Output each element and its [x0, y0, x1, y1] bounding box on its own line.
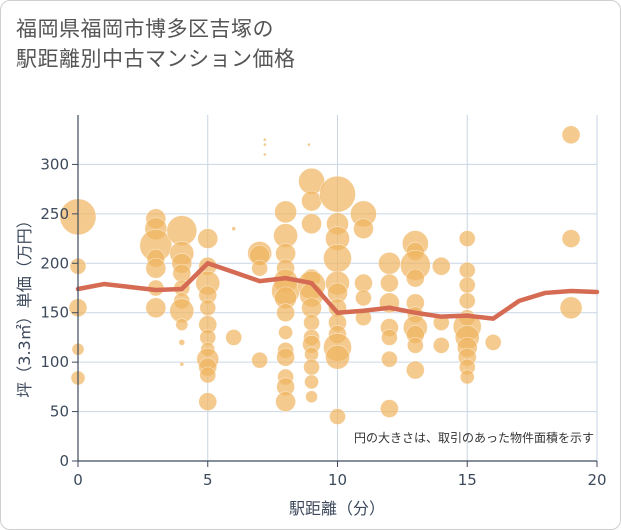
data-point — [406, 268, 425, 288]
data-point — [225, 329, 242, 346]
data-point — [197, 228, 219, 249]
x-tick-label: 5 — [203, 471, 213, 489]
x-tick-label: 10 — [328, 471, 347, 489]
x-tick-label: 20 — [587, 471, 606, 489]
data-point — [303, 314, 320, 331]
data-point — [458, 292, 476, 310]
data-point — [323, 244, 352, 273]
data-point — [319, 175, 356, 213]
data-point — [406, 360, 425, 380]
data-point — [178, 339, 186, 346]
data-point — [301, 213, 322, 235]
axes: 0 50 100 150 200 250 300 0 5 10 15 20 — [40, 115, 607, 489]
data-point — [274, 200, 297, 224]
x-axis-title: 駅距離（分） — [289, 499, 385, 518]
chart-title-line-2: 駅距離別中古マンション価格 — [16, 47, 296, 71]
data-point — [380, 273, 399, 293]
data-point — [278, 325, 293, 340]
data-point — [561, 229, 581, 248]
y-tick-label: 150 — [40, 304, 69, 322]
chart-note: 円の大きさは、取引のあった物件面積を示す — [354, 430, 594, 445]
data-point — [263, 152, 267, 157]
y-tick-label: 200 — [40, 254, 69, 272]
data-point — [303, 358, 320, 376]
data-point — [301, 190, 322, 212]
x-tick-label: 0 — [73, 471, 83, 489]
average-price-line — [75, 261, 600, 321]
data-point — [305, 390, 318, 404]
y-tick-label: 300 — [40, 155, 69, 173]
data-point — [325, 344, 350, 370]
data-point — [458, 276, 476, 294]
data-point — [199, 299, 217, 317]
data-point — [175, 318, 189, 331]
chart-title: 福岡県福岡市博多区吉塚の 駅距離別中古マンション価格 — [16, 14, 296, 74]
data-point — [263, 137, 267, 142]
data-point — [145, 257, 167, 279]
data-point — [231, 226, 236, 231]
y-tick-label: 50 — [50, 403, 69, 421]
data-point — [484, 334, 502, 351]
data-point — [561, 125, 581, 145]
y-axis-title: 坪（3.3㎡）単価（万円） — [15, 212, 34, 397]
data-point — [251, 351, 268, 369]
data-point — [431, 256, 451, 276]
bubble-series — [59, 125, 583, 425]
data-point — [251, 259, 268, 277]
y-tick-label: 100 — [40, 353, 69, 371]
data-point — [199, 366, 217, 384]
data-point — [172, 263, 192, 283]
chart-title-line-1: 福岡県福岡市博多区吉塚の — [16, 17, 274, 41]
data-point — [353, 218, 374, 239]
data-point — [432, 337, 450, 354]
data-point — [198, 392, 218, 411]
data-point — [304, 374, 319, 390]
data-point — [458, 261, 476, 279]
data-point — [380, 399, 399, 418]
average-line — [75, 261, 600, 321]
x-tick-label: 15 — [458, 471, 477, 489]
data-point — [458, 230, 476, 247]
data-point — [355, 289, 372, 307]
y-tick-label: 250 — [40, 205, 69, 223]
data-point — [459, 369, 475, 385]
data-point — [329, 408, 346, 425]
data-point — [381, 329, 398, 346]
data-point — [179, 361, 185, 367]
y-tick-label: 0 — [59, 452, 69, 470]
data-point — [354, 273, 373, 293]
data-point — [378, 251, 401, 275]
data-point — [559, 296, 583, 320]
data-point — [381, 350, 398, 368]
data-point — [263, 142, 267, 147]
data-point — [275, 391, 296, 412]
data-point — [145, 297, 167, 319]
data-point — [276, 303, 295, 323]
data-point — [407, 337, 424, 354]
data-point — [276, 347, 295, 367]
data-point — [307, 142, 311, 147]
